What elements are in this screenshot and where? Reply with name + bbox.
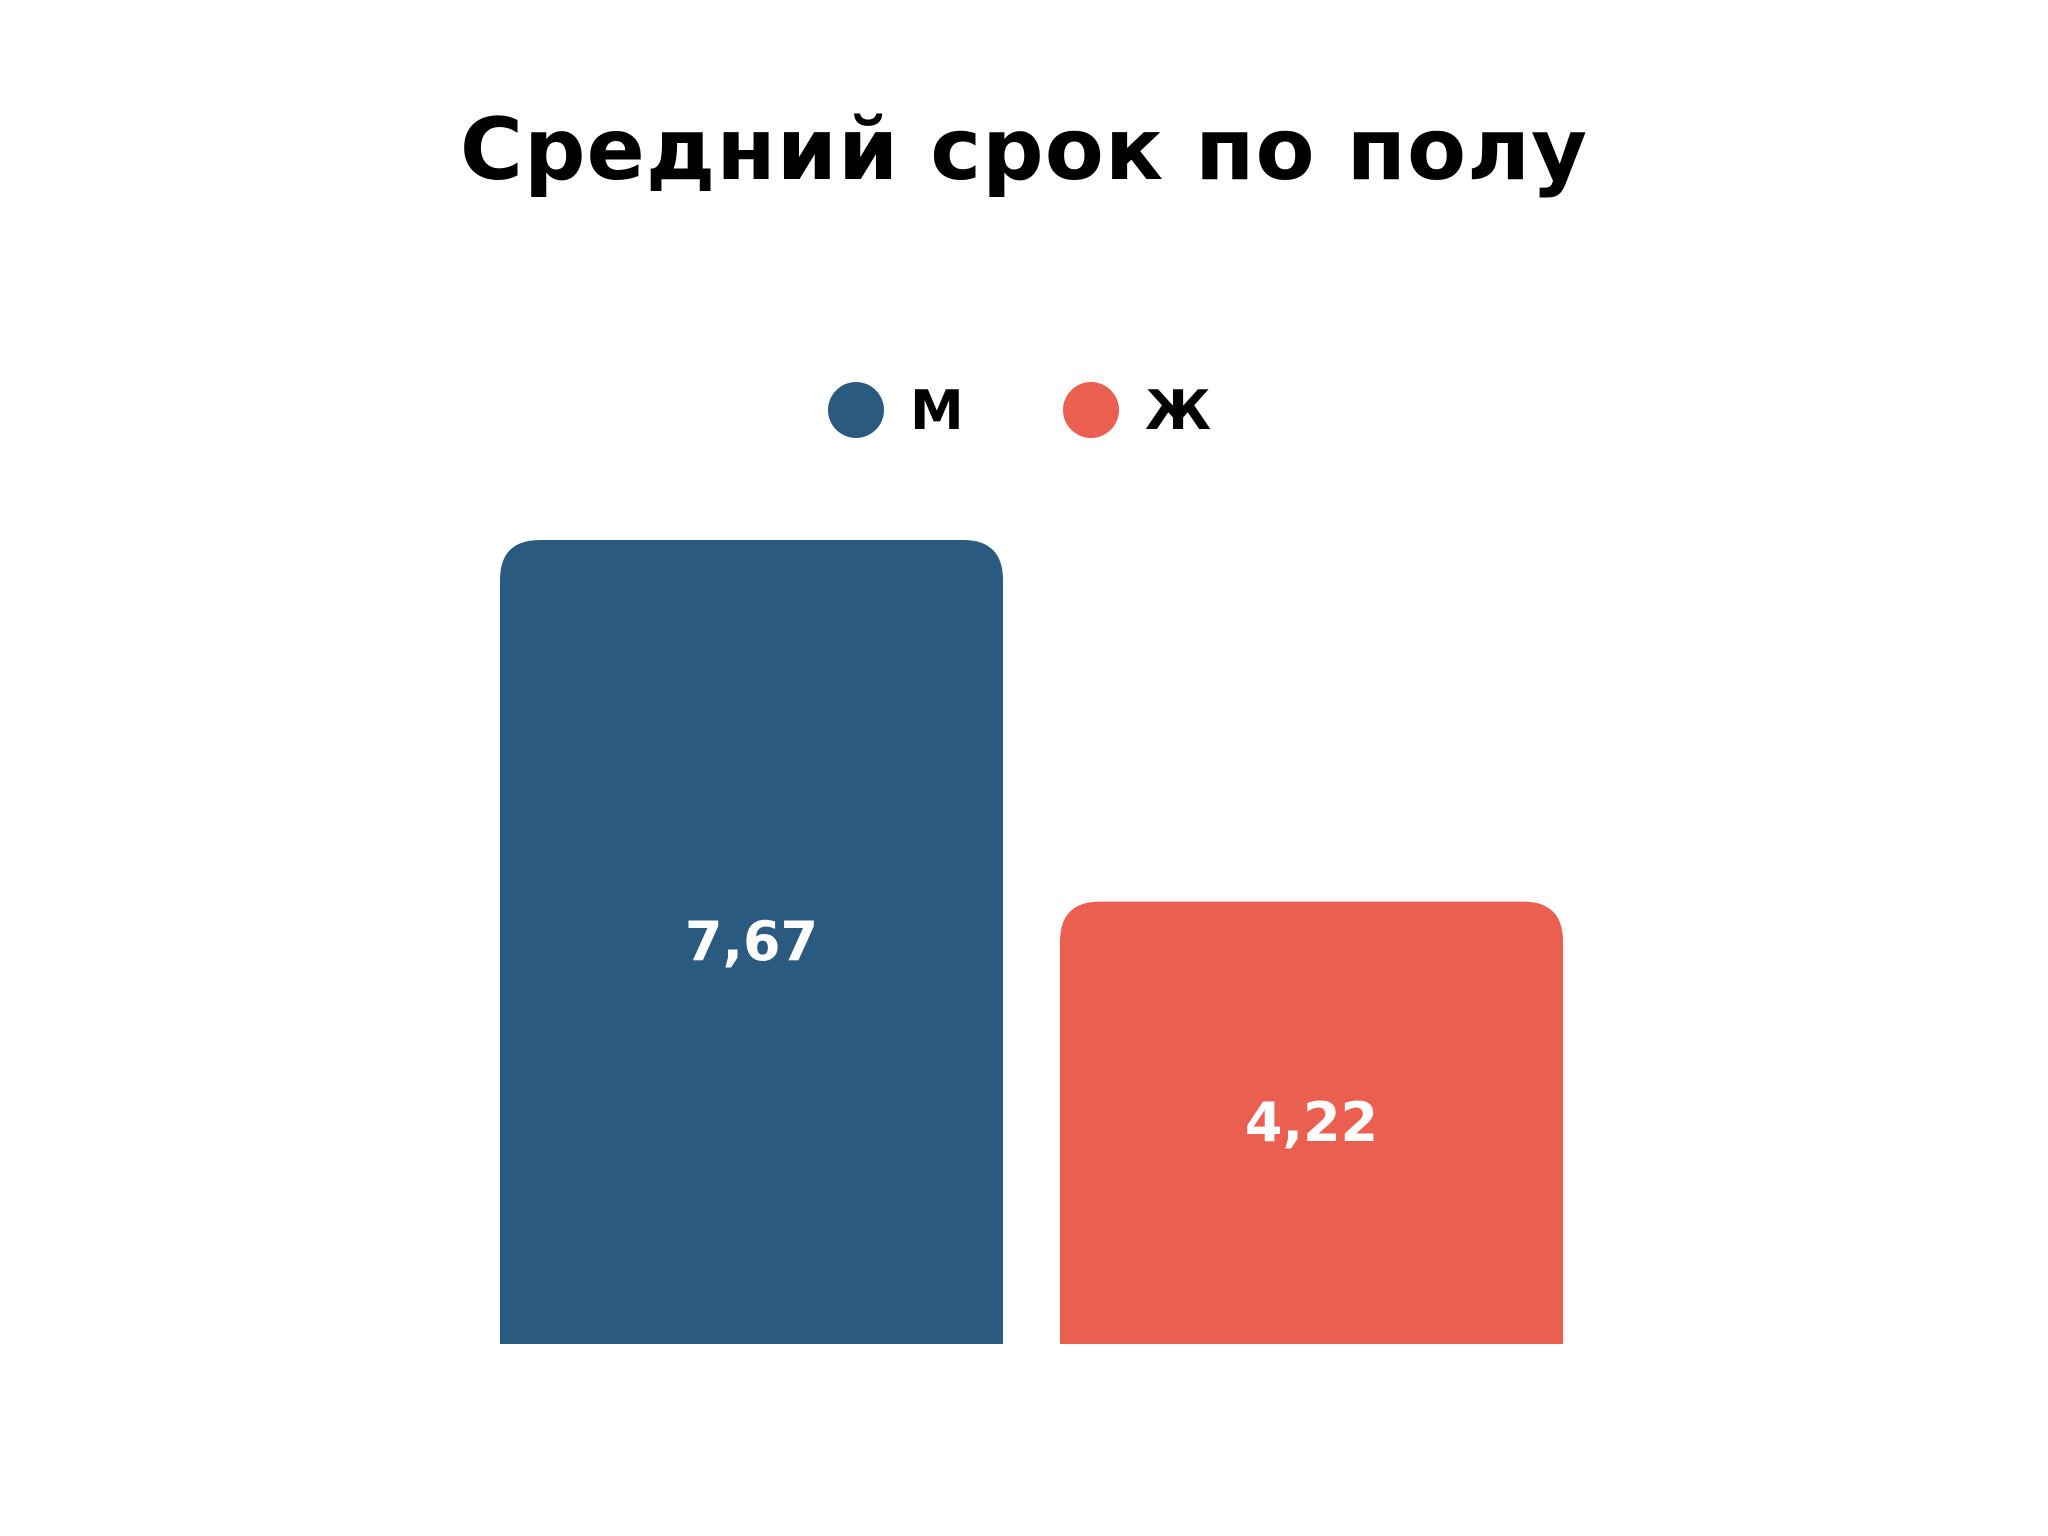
data-label-m: 7,67 [685, 910, 818, 973]
data-label-zh: 4,22 [1245, 1091, 1378, 1154]
legend-swatch-m [828, 382, 884, 438]
legend: М Ж [0, 378, 2048, 442]
bar-zh [1060, 901, 1563, 1344]
legend-label-m: М [910, 378, 964, 442]
legend-swatch-zh [1063, 382, 1119, 438]
legend-item-zh: Ж [1063, 378, 1212, 442]
bar-m [500, 540, 1003, 1344]
legend-label-zh: Ж [1145, 378, 1212, 442]
chart-title: Средний срок по полу [459, 100, 1589, 200]
legend-item-m: М [828, 378, 964, 442]
